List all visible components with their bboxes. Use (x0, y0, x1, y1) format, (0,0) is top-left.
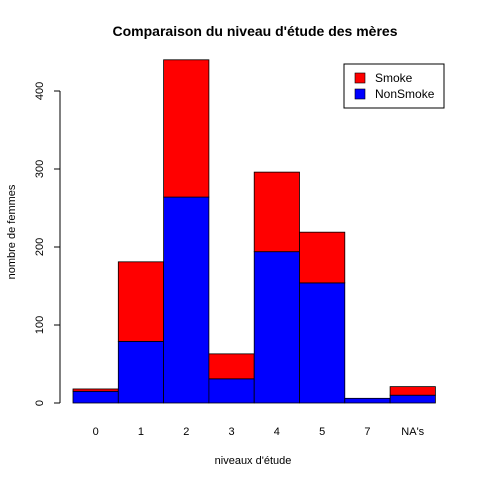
legend-label-nonsmoke: NonSmoke (375, 87, 435, 101)
y-tick-label: 200 (34, 238, 46, 256)
bar-nonsmoke-5 (299, 282, 346, 404)
x-tick-label: 4 (274, 426, 280, 438)
bar-smoke-1 (117, 261, 165, 342)
bar-nonsmoke-0 (72, 390, 119, 404)
bar-smoke-4 (253, 171, 300, 253)
bar-smoke-0 (72, 388, 119, 392)
y-tick-label: 300 (34, 160, 46, 178)
bar-nonsmoke-1 (117, 340, 165, 404)
bar-smoke-5 (299, 231, 346, 284)
bar-nonsmoke-nas (389, 394, 436, 404)
legend: Smoke NonSmoke (343, 63, 445, 109)
x-tick-label: 3 (228, 426, 234, 438)
bar-nonsmoke-2 (163, 196, 210, 404)
bar-smoke-2 (163, 59, 210, 198)
bars (72, 59, 436, 404)
chart-title: Comparaison du niveau d'étude des mères (113, 23, 398, 39)
x-tick-label: 2 (183, 426, 189, 438)
legend-swatch-nonsmoke (354, 88, 366, 100)
y-axis-label: nombre de femmes (6, 184, 18, 279)
bar-smoke-3 (208, 353, 255, 380)
x-tick-label: 0 (93, 426, 99, 438)
bar-nonsmoke-3 (208, 378, 255, 404)
x-axis-ticks: 0 1 2 3 4 5 7 NA's (93, 426, 425, 438)
bar-smoke-nas (389, 386, 436, 396)
legend-swatch-smoke (354, 72, 366, 84)
bar-nonsmoke-4 (253, 251, 300, 404)
x-axis-label: niveaux d'étude (215, 455, 292, 467)
bar-nonsmoke-7 (344, 397, 391, 404)
x-tick-label: 5 (319, 426, 325, 438)
legend-label-smoke: Smoke (375, 71, 413, 85)
y-tick-label: 0 (34, 400, 46, 406)
x-tick-label: 1 (138, 426, 144, 438)
x-tick-label: 7 (364, 426, 370, 438)
y-tick-label: 100 (34, 316, 46, 334)
x-tick-label: NA's (401, 426, 424, 438)
y-tick-label: 400 (34, 82, 46, 100)
y-axis: 0 100 200 300 400 (34, 82, 61, 406)
legend-box (343, 63, 445, 109)
